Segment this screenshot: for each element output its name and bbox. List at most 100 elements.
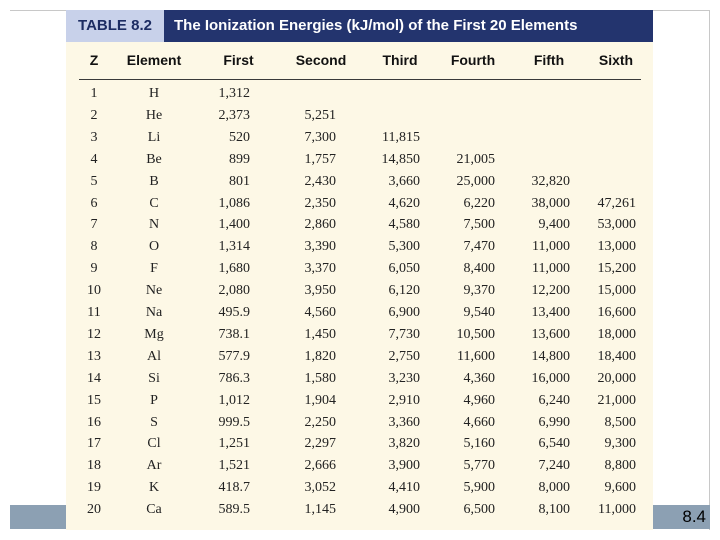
cell-second: 3,950 <box>304 283 337 299</box>
cell-third: 2,750 <box>388 348 421 364</box>
cell-sixth: 21,000 <box>597 392 637 408</box>
cell-fourth: 6,500 <box>463 502 496 518</box>
cell-sixth: 11,000 <box>598 502 636 518</box>
cell-element: P <box>150 392 158 408</box>
cell-fourth: 4,360 <box>463 370 496 386</box>
cell-third: 4,900 <box>388 502 421 518</box>
cell-third: 3,660 <box>388 173 421 189</box>
cell-second: 1,450 <box>304 326 337 342</box>
cell-element: Be <box>146 151 162 167</box>
cell-sixth: 9,300 <box>604 436 637 452</box>
cell-sixth: 9,600 <box>604 480 637 496</box>
cell-third: 11,815 <box>382 129 420 145</box>
cell-sixth: 53,000 <box>597 217 637 233</box>
cell-fifth: 8,000 <box>538 480 571 496</box>
table-panel: TABLE 8.2 The Ionization Energies (kJ/mo… <box>66 10 653 530</box>
cell-z: 18 <box>87 458 101 474</box>
cell-fifth: 13,400 <box>531 305 571 320</box>
column-header-second: Second <box>295 52 347 68</box>
cell-third: 5,300 <box>388 239 421 255</box>
table-row: 20 Ca 589.5 1,145 4,900 6,500 8,100 11,000 <box>66 502 653 522</box>
cell-fifth: 6,540 <box>538 436 571 452</box>
cell-fourth: 5,900 <box>463 480 496 496</box>
cell-first: 1,400 <box>218 217 251 233</box>
column-header-third: Third <box>382 52 418 68</box>
cell-fifth: 8,100 <box>538 502 571 518</box>
cell-element: He <box>145 107 163 123</box>
cell-third: 4,580 <box>388 217 421 233</box>
cell-second: 3,052 <box>304 480 337 496</box>
cell-fourth: 11,600 <box>457 348 495 364</box>
cell-sixth: 8,500 <box>604 414 637 430</box>
cell-z: 12 <box>87 326 101 342</box>
cell-fifth: 6,240 <box>538 392 571 408</box>
cell-third: 6,900 <box>388 305 421 320</box>
cell-z: 6 <box>90 195 98 211</box>
cell-fourth: 9,370 <box>463 283 496 299</box>
cell-z: 20 <box>87 502 101 518</box>
cell-second: 2,350 <box>304 195 337 211</box>
cell-element: H <box>148 86 160 101</box>
cell-second: 1,904 <box>304 392 337 408</box>
table-row: 15 P 1,012 1,904 2,910 4,960 6,240 21,000 <box>66 393 653 413</box>
cell-fourth: 10,500 <box>456 326 496 342</box>
cell-first: 1,086 <box>218 195 251 211</box>
cell-second: 1,145 <box>304 502 337 518</box>
cell-fifth: 12,200 <box>531 283 571 299</box>
cell-element: Mg <box>144 326 164 342</box>
cell-z: 13 <box>87 348 101 364</box>
table-row: 5 B 801 2,430 3,660 25,000 32,820 <box>66 174 653 194</box>
cell-z: 14 <box>87 370 101 386</box>
cell-first: 2,373 <box>218 107 251 123</box>
cell-fifth: 32,820 <box>531 173 571 189</box>
cell-first: 1,680 <box>218 261 251 277</box>
cell-z: 1 <box>90 86 98 101</box>
slide-number: 8.4 <box>682 507 706 526</box>
table-row: 12 Mg 738.1 1,450 7,730 10,500 13,600 18,000 <box>66 327 653 347</box>
cell-second: 3,370 <box>304 261 337 277</box>
column-header-fourth: Fourth <box>450 52 496 68</box>
cell-fourth: 5,160 <box>463 436 496 452</box>
cell-fourth: 4,660 <box>463 414 496 430</box>
cell-first: 577.9 <box>218 348 251 364</box>
cell-third: 6,120 <box>388 283 421 299</box>
table-row: 7 N 1,400 2,860 4,580 7,500 9,400 53,000 <box>66 217 653 237</box>
cell-first: 899 <box>229 151 250 167</box>
cell-sixth: 20,000 <box>597 370 637 386</box>
cell-sixth: 15,000 <box>597 283 637 299</box>
cell-first: 418.7 <box>218 480 251 496</box>
table-row: 10 Ne 2,080 3,950 6,120 9,370 12,200 15,000 <box>66 283 653 303</box>
table-row: 2 He 2,373 5,251 <box>66 108 653 128</box>
cell-third: 6,050 <box>388 261 421 277</box>
cell-second: 1,757 <box>304 151 337 167</box>
cell-fifth: 9,400 <box>538 217 571 233</box>
cell-z: 4 <box>90 151 98 167</box>
cell-element: F <box>150 261 158 277</box>
column-header-element: Element <box>126 52 182 68</box>
cell-fourth: 5,770 <box>463 458 496 474</box>
cell-sixth: 47,261 <box>597 195 637 211</box>
cell-second: 4,560 <box>304 305 337 320</box>
cell-fifth: 16,000 <box>531 370 571 386</box>
cell-z: 9 <box>90 261 98 277</box>
cell-fourth: 25,000 <box>456 173 496 189</box>
cell-third: 3,820 <box>388 436 421 452</box>
cell-z: 16 <box>87 414 101 430</box>
cell-element: Na <box>145 305 163 320</box>
cell-fifth: 38,000 <box>531 195 571 211</box>
column-header-z: Z <box>89 52 99 68</box>
cell-first: 589.5 <box>218 502 251 518</box>
cell-fourth: 4,960 <box>463 392 496 408</box>
cell-sixth: 18,400 <box>597 348 637 364</box>
table-row: 16 S 999.5 2,250 3,360 4,660 6,990 8,500 <box>66 415 653 435</box>
cell-second: 3,390 <box>304 239 337 255</box>
cell-second: 5,251 <box>304 107 337 123</box>
table-row: 3 Li 520 7,300 11,815 <box>66 130 653 150</box>
cell-z: 11 <box>87 305 101 320</box>
cell-second: 1,580 <box>304 370 337 386</box>
cell-fifth: 7,240 <box>538 458 571 474</box>
table-row: 1 H 1,312 <box>66 86 653 106</box>
cell-first: 495.9 <box>218 305 251 320</box>
cell-second: 2,430 <box>304 173 337 189</box>
table-row: 6 C 1,086 2,350 4,620 6,220 38,000 47,261 <box>66 196 653 216</box>
